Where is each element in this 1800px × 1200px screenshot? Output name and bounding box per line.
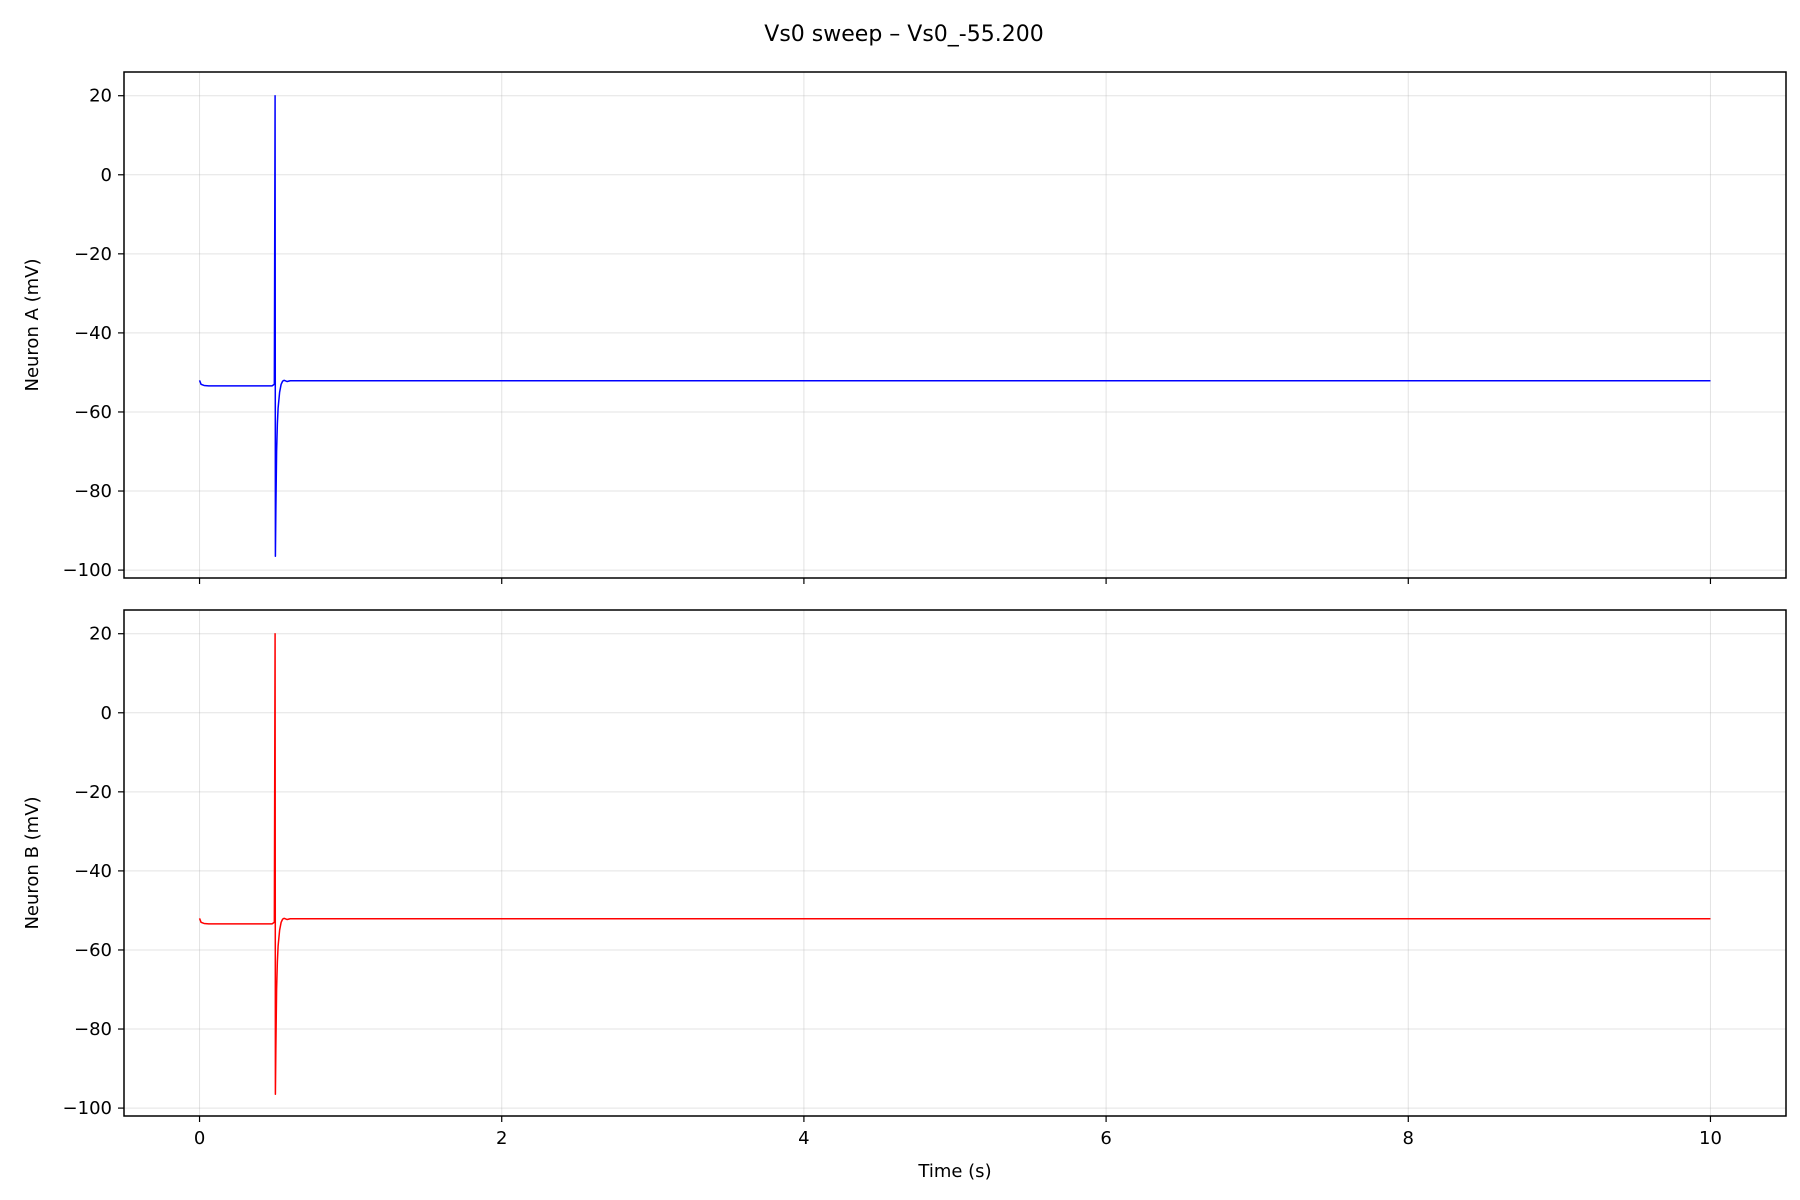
series-line bbox=[198, 632, 1711, 1096]
y-tick-label: −100 bbox=[63, 1098, 112, 1119]
y-tick-label: 0 bbox=[101, 703, 112, 724]
y-tick-label: −40 bbox=[74, 861, 112, 882]
y-tick-label: −80 bbox=[74, 1019, 112, 1040]
y-tick-label: −60 bbox=[74, 402, 112, 423]
y-tick-label: −80 bbox=[74, 481, 112, 502]
plot-frame bbox=[123, 71, 1787, 579]
x-tick-label: 0 bbox=[194, 1128, 205, 1149]
y-tick-label: 20 bbox=[89, 624, 112, 645]
y-tick-label: −40 bbox=[74, 323, 112, 344]
y-axis-label: Neuron A (mV) bbox=[22, 258, 43, 391]
y-axis-label: Neuron B (mV) bbox=[22, 796, 43, 929]
y-tick-label: −20 bbox=[74, 244, 112, 265]
x-tick-label: 8 bbox=[1403, 1128, 1414, 1149]
x-tick-label: 6 bbox=[1100, 1128, 1111, 1149]
x-axis-label: Time (s) bbox=[917, 1161, 991, 1182]
x-tick-label: 2 bbox=[496, 1128, 507, 1149]
panel-2: 20 0 −20 −40 −60 −80 −100 0 2 4 6 8 10 Neuron B (mV) bbox=[22, 609, 1787, 1149]
y-tick-label: 20 bbox=[89, 86, 112, 107]
chart-title: Vs0 sweep – Vs0_-55.200 bbox=[764, 22, 1043, 47]
y-tick-label: −60 bbox=[74, 940, 112, 961]
x-tick-label: 10 bbox=[1699, 1128, 1722, 1149]
y-tick-label: −20 bbox=[74, 782, 112, 803]
panel-1: 20 0 −20 −40 −60 −80 −100 Neuron A (mV) bbox=[22, 71, 1787, 584]
plot-frame bbox=[123, 609, 1787, 1117]
x-tick-label: 4 bbox=[798, 1128, 809, 1149]
series-line bbox=[198, 94, 1711, 558]
y-tick-label: −100 bbox=[63, 560, 112, 581]
y-tick-label: 0 bbox=[101, 165, 112, 186]
